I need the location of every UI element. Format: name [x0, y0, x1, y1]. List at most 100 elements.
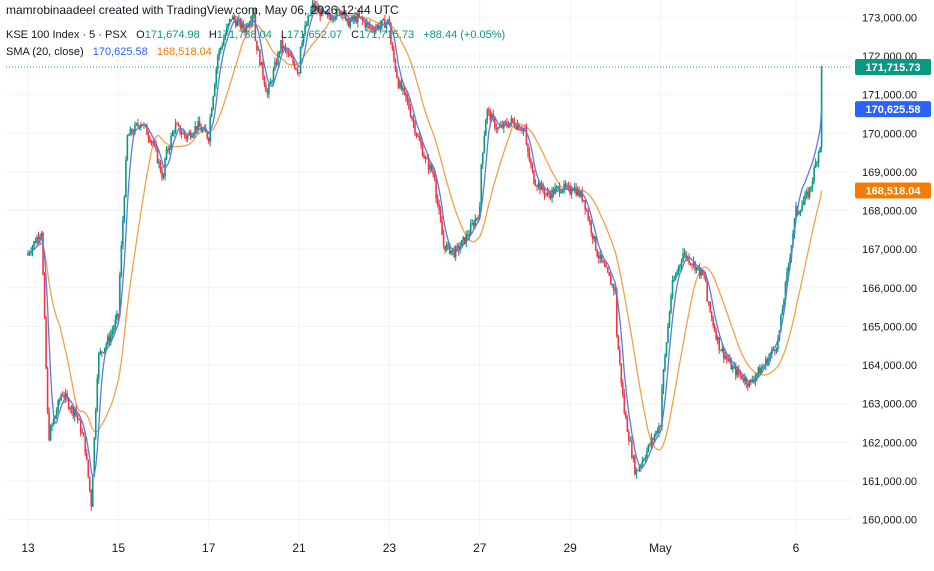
candle-body: [182, 132, 184, 135]
candle-body: [451, 249, 454, 251]
candle-body: [585, 209, 588, 211]
candle-body: [497, 128, 499, 130]
candle-body: [650, 438, 653, 446]
candle-body: [33, 241, 35, 247]
candle-body: [519, 129, 522, 131]
candle-body: [57, 400, 59, 411]
candle-body: [228, 19, 231, 24]
candle-body: [540, 183, 543, 191]
sma-fast-line: [28, 6, 823, 479]
candle-body: [281, 39, 284, 49]
candle-body: [183, 132, 186, 136]
candle-body: [783, 300, 785, 310]
candle-body: [802, 201, 805, 206]
low-label: L: [280, 29, 288, 41]
candle-body: [31, 246, 34, 253]
candle-body: [799, 211, 802, 213]
candle-body: [119, 274, 121, 316]
candle-body: [710, 311, 713, 318]
candle-body: [349, 20, 352, 27]
candle-body: [594, 236, 597, 251]
candle-body: [469, 224, 472, 234]
candle-body: [439, 210, 442, 222]
candle-body: [107, 336, 109, 344]
candle-body: [275, 62, 278, 65]
candle-body: [683, 252, 686, 254]
candle-body: [798, 212, 800, 215]
candle-body: [399, 81, 401, 88]
candle-body: [426, 157, 428, 160]
candle-body: [510, 118, 513, 123]
candle-body: [185, 135, 187, 140]
candle-body: [128, 135, 130, 137]
candle-body: [96, 378, 99, 411]
candle-body: [207, 138, 210, 142]
candle-body: [507, 125, 510, 128]
candle-body: [619, 349, 621, 364]
candle-body: [295, 68, 297, 70]
candle-body: [608, 272, 611, 276]
low-value: 171,652.07: [287, 29, 343, 41]
change-value: +88.44 (+0.05%): [423, 29, 506, 41]
candle-body: [335, 8, 338, 18]
candle-body: [484, 119, 487, 136]
x-axis: 13 15 17 21 23 27 29 May 6: [21, 541, 799, 555]
candle-body: [158, 161, 160, 164]
candle-body: [51, 424, 53, 427]
candle-body: [456, 245, 458, 248]
candle-body: [364, 21, 367, 28]
candle-body: [539, 183, 541, 191]
candle-body: [290, 56, 293, 58]
candle-body: [697, 266, 699, 268]
candle-body: [692, 261, 695, 266]
sma-value-1: 170,625.58: [92, 46, 148, 58]
candle-body: [337, 8, 340, 10]
candle-body: [409, 109, 412, 117]
candle-body: [219, 47, 222, 50]
candle-body: [105, 343, 108, 348]
candle-body: [623, 394, 626, 413]
candle-body: [159, 161, 162, 172]
candle-body: [747, 384, 749, 387]
candle-body: [612, 284, 615, 291]
candle-body: [486, 109, 489, 120]
x-tick-label: 29: [563, 541, 577, 555]
candle-body: [477, 217, 480, 219]
candle-body: [804, 194, 806, 202]
candle-body: [753, 379, 755, 381]
candle-body: [754, 376, 757, 381]
candle-body: [731, 366, 734, 370]
close-label: C: [351, 29, 360, 41]
candle-body: [366, 23, 368, 28]
candle-body: [176, 123, 178, 125]
candle-body: [566, 185, 568, 187]
candle-body: [602, 260, 605, 263]
candle-body: [454, 247, 457, 258]
candle-body: [730, 359, 733, 370]
candle-body: [319, 8, 321, 17]
candle-body: [664, 355, 666, 370]
candle-body: [713, 325, 716, 331]
y-tick-label: 173,000.00: [862, 12, 917, 24]
candle-body: [165, 149, 168, 159]
candle-body: [120, 245, 123, 275]
candle-body: [521, 129, 523, 131]
candle-body: [247, 24, 249, 27]
candle-body: [212, 96, 215, 110]
candle-body: [578, 189, 580, 197]
candle-body: [597, 256, 600, 259]
candle-body: [698, 266, 701, 276]
candle-body: [408, 100, 410, 110]
candle-body: [591, 232, 594, 240]
candle-body: [728, 359, 731, 362]
candle-body: [745, 377, 748, 385]
y-tick-label: 166,000.00: [862, 283, 917, 295]
candle-body: [259, 49, 261, 66]
candle-body: [146, 125, 148, 135]
candle-body: [570, 189, 573, 195]
candle-body: [421, 145, 424, 157]
candle-body: [66, 393, 68, 399]
candle-body: [293, 62, 296, 69]
candle-body: [385, 22, 388, 29]
